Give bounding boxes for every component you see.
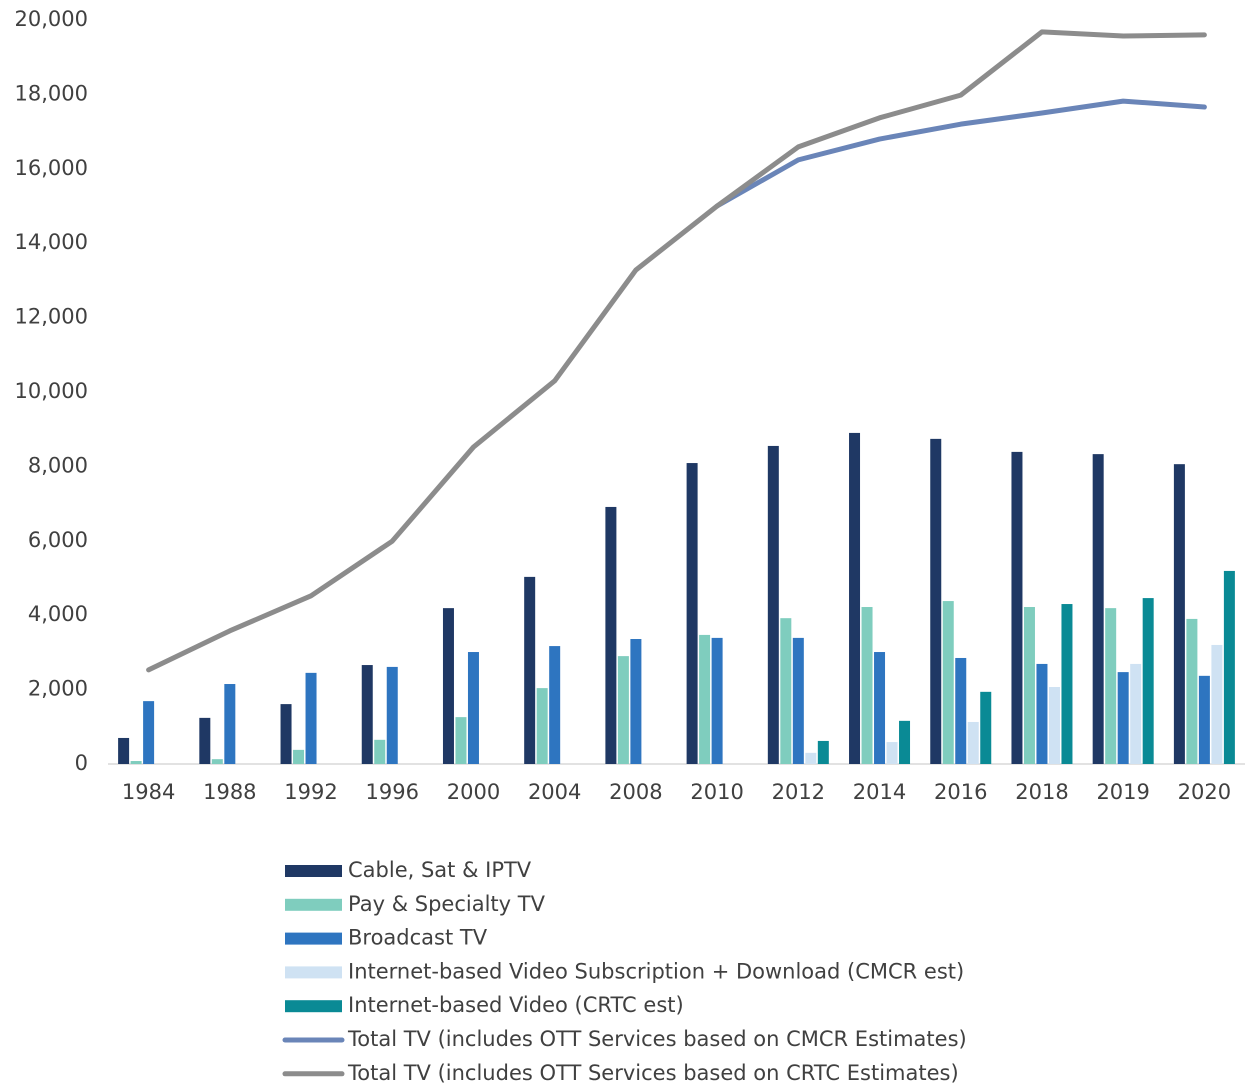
bar [805,752,817,764]
legend-label: Total TV (includes OTT Services based on… [347,1061,959,1085]
bar [1142,598,1154,764]
x-tick-label: 2012 [772,780,825,804]
bar [861,607,873,764]
bar [617,656,629,764]
y-tick-label: 6,000 [28,528,88,552]
legend-label: Pay & Specialty TV [348,892,546,916]
bar [711,637,723,764]
bar [386,666,398,764]
x-tick-label: 2010 [690,780,743,804]
bar [792,637,804,764]
bar [1130,663,1142,764]
bar [293,749,305,764]
x-tick-label: 2014 [853,780,906,804]
bar [1223,570,1235,764]
legend-swatch [285,1000,342,1013]
bar [767,445,779,764]
legend-label: Cable, Sat & IPTV [348,858,532,882]
bar [280,704,292,764]
bar [1023,607,1035,764]
bar [930,438,942,764]
y-tick-label: 8,000 [28,453,88,477]
x-tick-label: 2000 [447,780,500,804]
y-tick-label: 14,000 [15,230,88,254]
bar [524,576,536,764]
bar [1105,608,1117,764]
line [146,29,1207,673]
bar [980,691,992,764]
bar [467,652,479,764]
bar [1036,663,1048,764]
legend-swatch [285,966,342,979]
y-tick-label: 10,000 [15,379,88,403]
y-tick-label: 4,000 [28,602,88,626]
bar [899,720,911,764]
bar [130,761,142,764]
x-tick-label: 2020 [1178,780,1231,804]
bar [699,634,711,764]
bar [536,688,548,764]
line [714,98,1207,209]
bar [874,652,886,764]
legend-label: Internet-based Video Subscription + Down… [348,959,964,983]
bar [1211,644,1223,764]
bar [686,463,698,764]
legend-swatch [285,898,342,911]
bar [442,608,454,764]
x-tick-label: 2008 [609,780,662,804]
bar [549,646,561,764]
bar [118,737,130,764]
bar [955,657,967,764]
bar [143,701,155,764]
bar [361,665,373,764]
legend-label: Internet-based Video (CRTC est) [348,993,684,1017]
bar [817,740,829,764]
x-tick-label: 1988 [203,780,256,804]
legend-label: Total TV (includes OTT Services based on… [347,1027,967,1051]
x-tick-label: 2016 [934,780,987,804]
x-tick-label: 2018 [1015,780,1068,804]
bar [605,506,617,764]
bar [967,721,979,764]
y-tick-label: 16,000 [15,156,88,180]
bar [1186,618,1198,764]
bar [1198,675,1210,764]
bar [849,432,861,764]
bar [305,672,317,764]
bar [224,684,236,764]
bar [211,759,223,764]
x-tick-label: 2019 [1096,780,1149,804]
bar [1061,604,1073,764]
x-tick-label: 1984 [122,780,175,804]
bar [630,639,642,764]
bar [374,739,386,764]
y-tick-label: 20,000 [15,7,88,31]
y-tick-label: 2,000 [28,677,88,701]
bar [1173,464,1185,764]
legend-label: Broadcast TV [348,926,488,950]
legend-swatch [285,865,342,877]
bar [455,717,467,764]
y-tick-label: 18,000 [15,81,88,105]
y-tick-label: 12,000 [15,305,88,329]
y-tick-label: 0 [75,751,88,775]
x-tick-label: 2004 [528,780,581,804]
legend-swatch [285,932,342,945]
bar [886,742,898,764]
bar [780,618,792,764]
x-tick-label: 1992 [284,780,337,804]
bar [1117,672,1129,764]
bar [1048,686,1060,764]
x-tick-label: 1996 [366,780,419,804]
bar [199,717,211,764]
bar [942,601,954,764]
bar [1092,454,1104,764]
bar [1011,451,1023,764]
